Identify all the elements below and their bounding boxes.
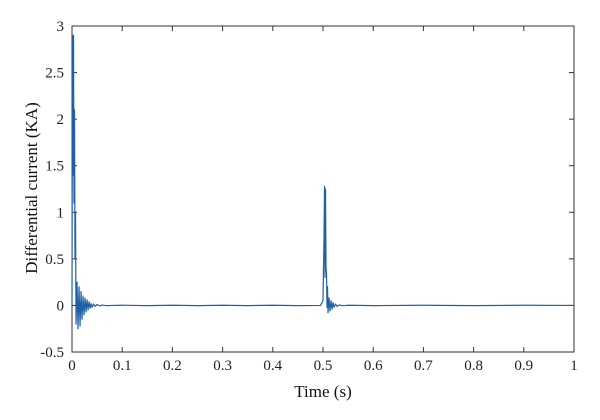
x-tick-label: 0.6	[364, 358, 383, 374]
x-tick-label: 0.3	[213, 358, 232, 374]
x-tick-label: 0.1	[113, 358, 132, 374]
y-axis-label: Differential current (KA)	[22, 102, 41, 274]
y-tick-label: 3	[57, 19, 65, 35]
x-tick-label: 0	[68, 358, 76, 374]
y-tick-label: 2.5	[45, 66, 64, 82]
y-tick-label: 0.5	[45, 252, 64, 268]
y-tick-label: -0.5	[40, 345, 64, 361]
y-tick-label: 2	[57, 112, 65, 128]
x-tick-label: 0.4	[263, 358, 282, 374]
y-tick-label: 1	[57, 205, 65, 221]
x-tick-label: 0.2	[163, 358, 182, 374]
y-tick-label: 1.5	[45, 159, 64, 175]
plot-area-frame	[71, 25, 575, 353]
x-tick-label: 0.8	[464, 358, 483, 374]
series-line	[71, 34, 575, 330]
y-tick-label: 0	[57, 298, 65, 314]
x-tick-label: 1	[570, 358, 578, 374]
x-tick-label: 0.7	[414, 358, 433, 374]
x-axis-label: Time (s)	[294, 382, 351, 401]
x-tick-label: 0.5	[314, 358, 333, 374]
x-tick-label: 0.9	[514, 358, 533, 374]
